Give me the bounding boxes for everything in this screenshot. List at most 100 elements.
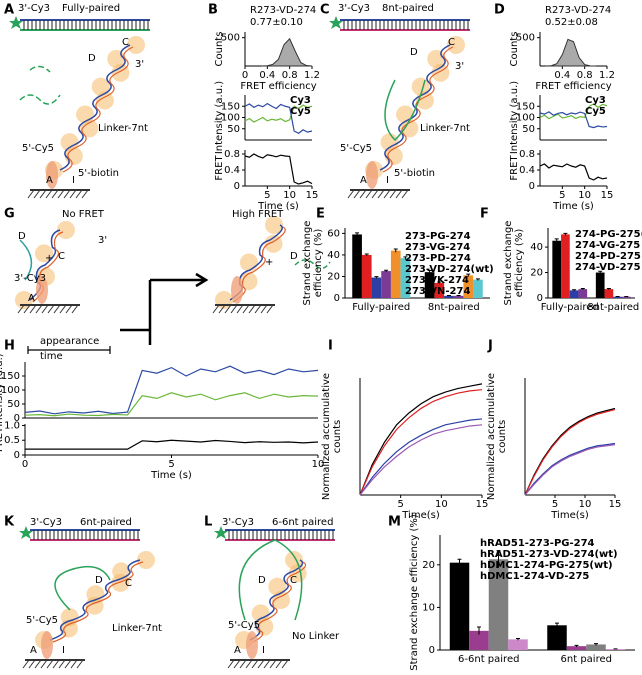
legend-entry: 274-VG-275 [575,240,640,251]
legend-entry: 273-VD-274(wt) [405,264,494,275]
y-tick-label: 0.5 [4,435,20,446]
legend-entry: 273-VN-274 [405,286,470,297]
diagram-label: No FRET [62,209,105,220]
panel-label: J [487,339,493,354]
surface-hatch [389,189,397,199]
dye-star [9,16,23,29]
x-tick-label: 1.2 [304,70,320,81]
series-line [539,103,608,120]
protein-subunit [268,577,287,596]
y-tick-label: 150 [1,371,20,382]
surface-hatch [70,659,78,669]
panel-label: I [328,339,333,354]
x-tick-label: 8nt-paired [587,302,639,313]
surface-hatch [52,659,60,669]
surface-hatch [69,189,77,199]
y-tick-label: 100 [221,113,240,124]
panel-label: L [204,515,212,530]
y-tick-label: 40 [327,250,340,261]
x-tick-label: 10 [435,499,448,510]
diagram-label: I [262,645,265,656]
x-tick-label: 10 [579,499,592,510]
surface-hatch [239,659,247,669]
y-tick-label: 40 [530,242,543,253]
y-tick-label: 50 [7,399,20,410]
legend-entry: hRAD51-273-VD-274(wt) [480,549,618,560]
y-tick-label: 0.8 [224,149,240,160]
y-axis-label: FRET [0,426,5,452]
diagram-label: 5'-Cy5 [228,620,260,631]
diagram-label: 3' [98,235,107,246]
surface-hatch [75,189,83,199]
diagram-label: 5'-Cy5 [340,143,372,154]
surface-hatch [71,304,79,314]
y-tick-label: 0.4 [224,165,240,176]
legend-entry: 273-VK-274 [405,275,469,286]
bar [566,646,587,650]
bar [595,272,605,298]
anchor-protein [231,276,243,304]
error-bar [516,638,520,641]
diagram-label: C [290,575,297,586]
series-line [24,365,319,415]
panel-label: B [208,3,218,18]
y-axis-label: Strand exchange [503,221,514,306]
surface-hatch [242,304,250,314]
y-axis-label: efficiency (%) [514,229,525,298]
x-tick-label: 6nt paired [561,654,612,665]
surface-hatch [64,659,72,669]
surface-hatch [23,304,31,314]
legend-entry: 273-PG-274 [405,231,471,242]
error-bar [466,273,471,277]
bar [352,234,362,298]
anchor-protein [36,276,48,304]
x-axis-label: FRET efficiency [240,81,316,92]
strand [384,79,426,142]
y-tick-label: 100 [516,113,535,124]
x-tick-label: Fully-paired [541,302,599,313]
error-bar [580,287,585,290]
x-tick-label: 5 [552,499,558,510]
y-tick-label: 0.8 [519,149,535,160]
series-line [359,424,483,496]
panel-label: E [316,207,325,222]
surface-hatch [58,659,66,669]
process-arrow [120,272,209,345]
legend-entry: 273-VG-274 [405,242,470,253]
histogram-area [261,37,313,67]
series-line [539,163,608,181]
x-tick-label: 15 [601,190,614,201]
panel-label: A [4,3,14,18]
anchor-protein [46,161,58,189]
diagram-label: + [265,257,273,268]
diagram-label: 5'-Cy5 [26,615,58,626]
x-tick-label: 6-6nt paired [458,654,519,665]
panel-label: F [480,207,489,222]
diagram-label: D [88,53,96,64]
error-bar [374,276,379,279]
legend-entry: 273-PD-274 [405,253,471,264]
x-tick-label: 5 [168,459,174,470]
ssdna [249,559,304,641]
diagram-label: 3'-Cy3 [222,517,254,528]
x-tick-label: 5 [264,190,270,201]
diagram-label: C [448,37,455,48]
error-bar [477,626,481,635]
panel-label: C [320,3,330,18]
diagram-label: D [258,575,266,586]
surface-hatch [281,659,289,669]
y-tick-label: 60 [327,228,340,239]
error-bar [555,622,559,628]
surface-hatch [17,304,25,314]
diagram-label: I [386,175,389,186]
y-axis-label: FRET [214,155,225,181]
bar [371,277,382,298]
error-bar [457,558,462,567]
surface-hatch [28,659,36,669]
surface-hatch [29,304,37,314]
x-tick-label: 1.2 [599,70,615,81]
x-tick-label: 0.8 [577,70,593,81]
bar [473,279,483,298]
x-axis-label: Time (s) [257,201,299,212]
ssdna [49,559,141,641]
